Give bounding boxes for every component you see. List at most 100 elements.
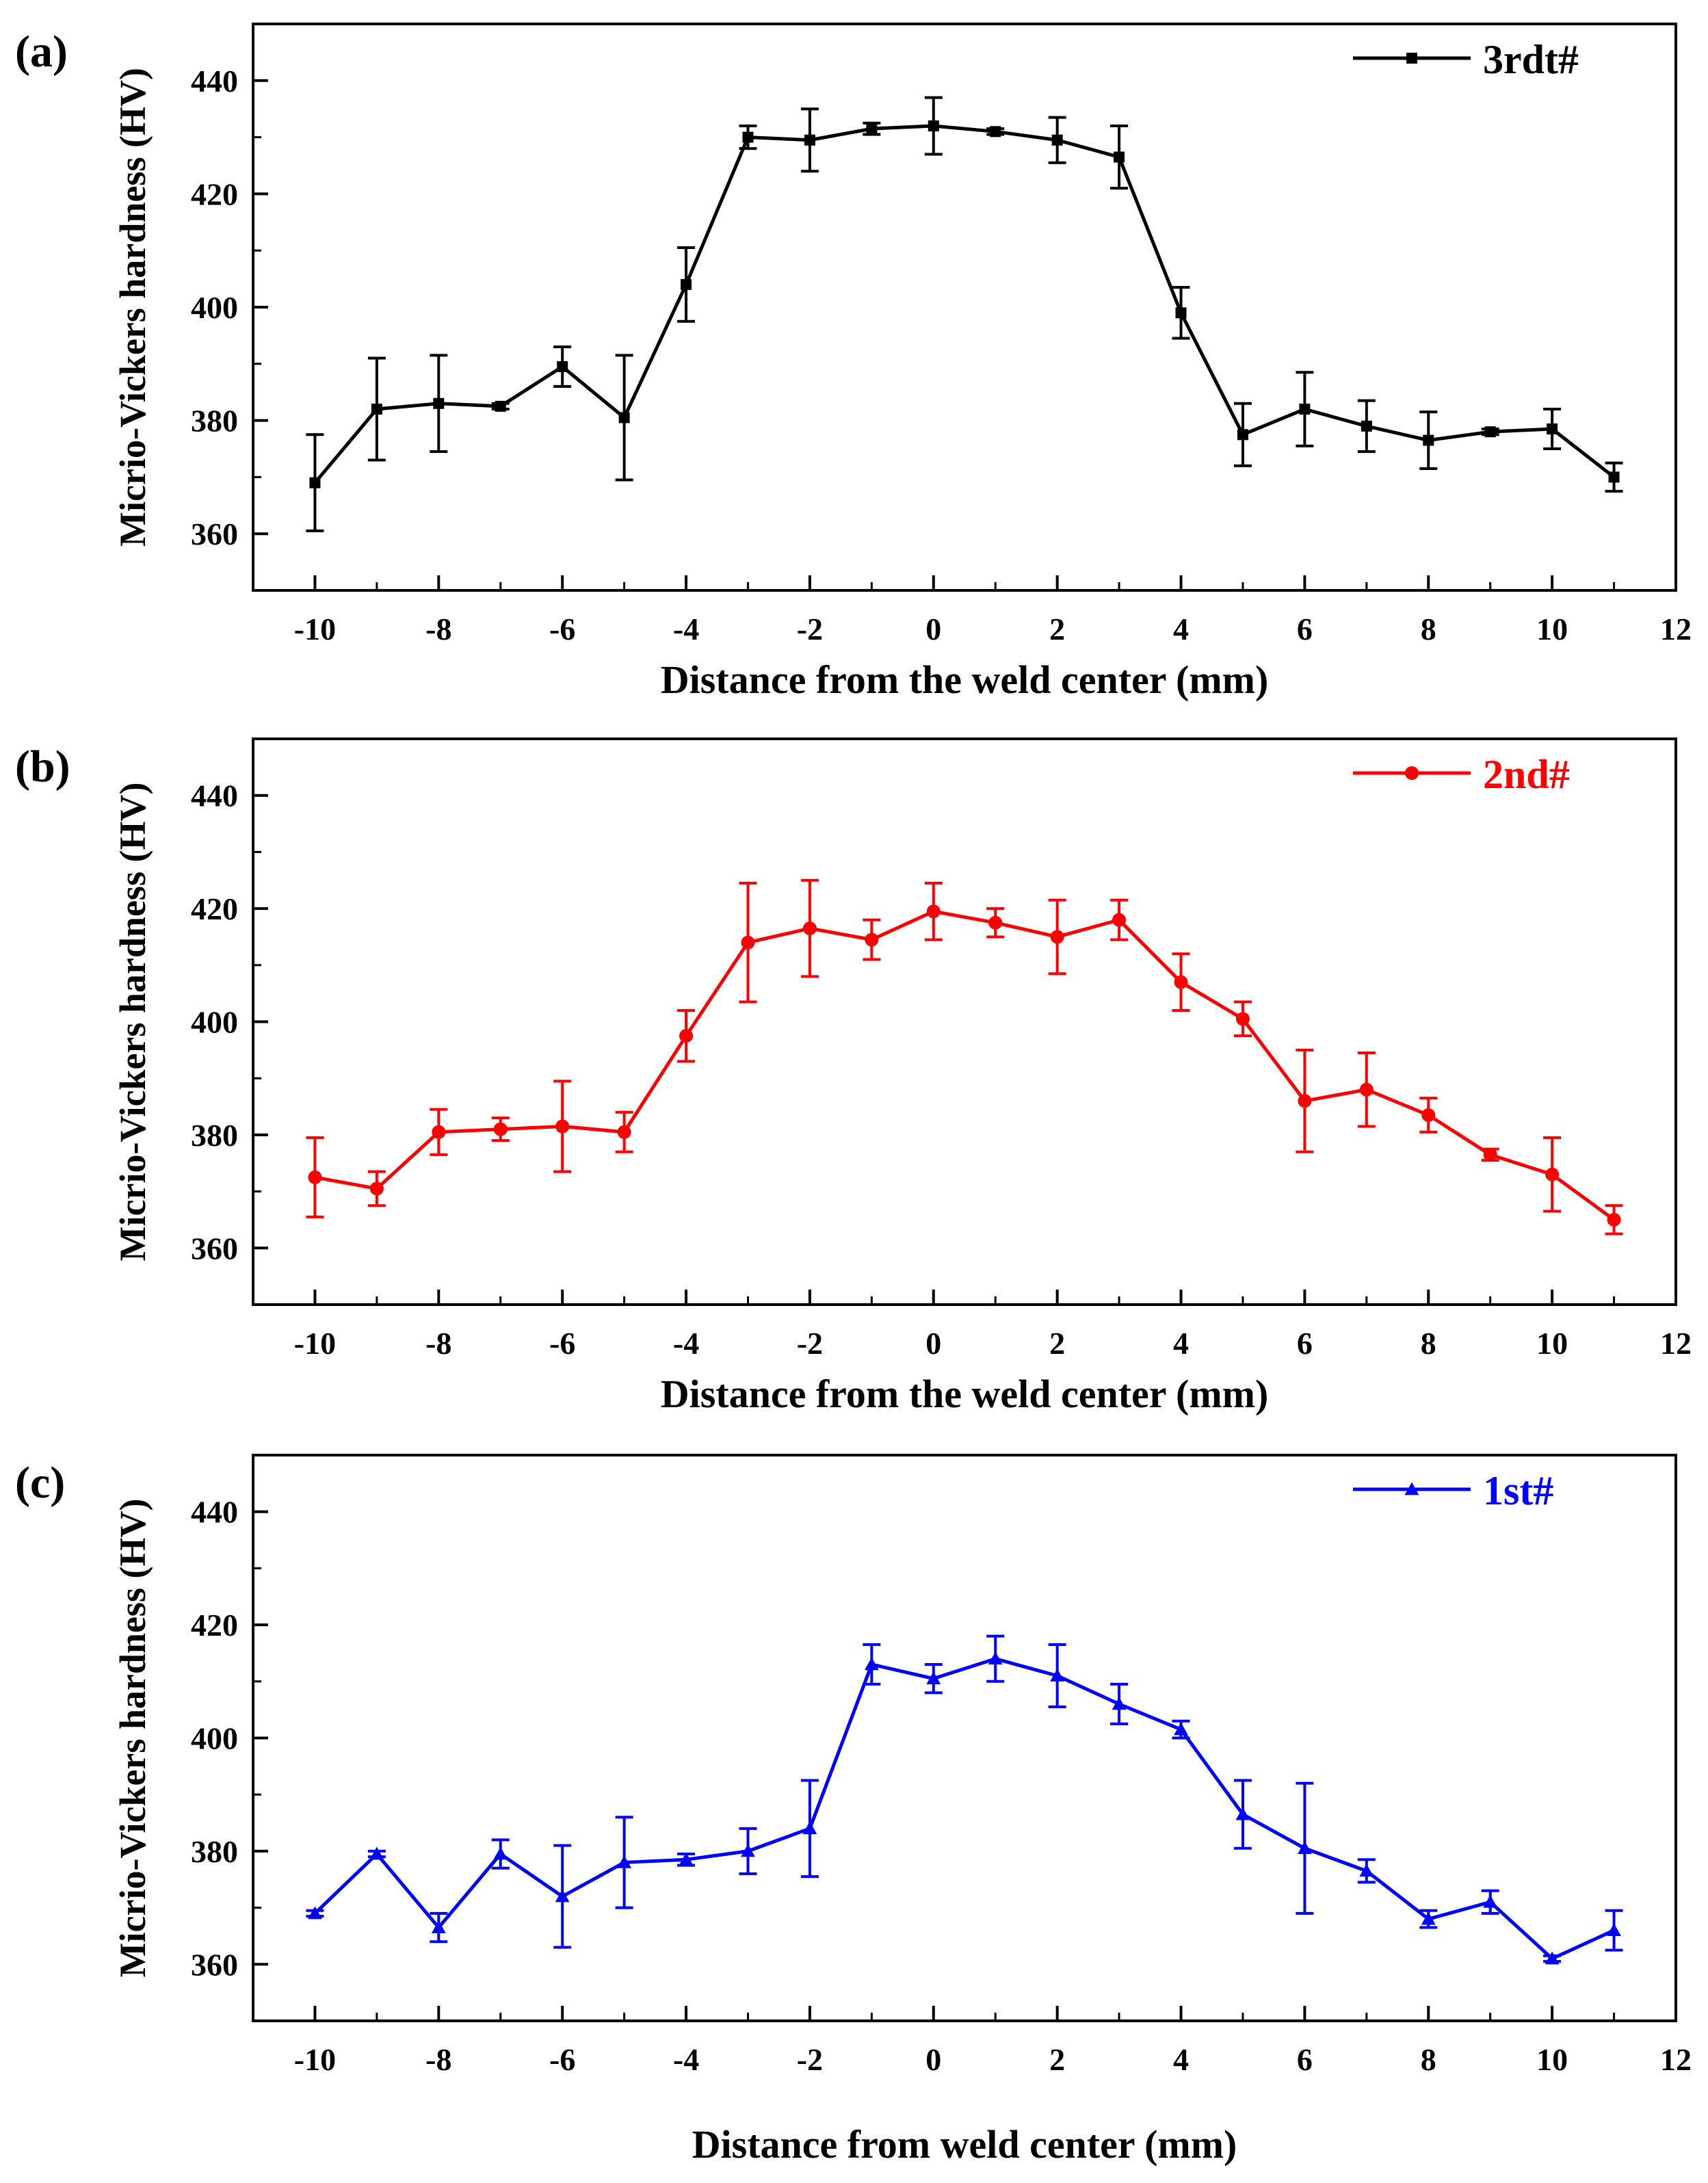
data-point [1421,1911,1436,1925]
legend-marker [1404,1482,1419,1495]
data-point [1483,1147,1497,1162]
data-point [555,1889,570,1903]
data-point [1545,1167,1560,1181]
data-point [495,400,506,412]
data-point [431,1920,446,1933]
y-axis-title: Micrio-Vickers hardness (HV) [112,783,153,1262]
x-axis-title: Distance from the weld center (mm) [661,657,1269,702]
x-tick-label: 0 [925,1326,941,1361]
y-tick-label: 380 [191,404,238,439]
data-point [864,1657,879,1671]
data-point [371,404,382,415]
x-tick-label: 2 [1049,612,1065,646]
x-axis-title: Distance from weld center (mm) [692,2122,1237,2167]
y-tick-label: 420 [191,1608,238,1643]
data-point [990,126,1001,138]
series-1st# [306,1634,1623,1965]
x-tick-label: -8 [425,2042,451,2077]
x-tick-label: -8 [425,1326,451,1361]
data-point [988,1651,1003,1665]
legend-marker [1406,53,1417,64]
x-tick-label: -8 [425,612,451,646]
data-point [1114,151,1125,163]
chart-panel-b: -10 -8 -6 -4 -2 0 2 4 6 8 10 12 360 380 400 420 440 Dista… [15,737,1692,1416]
x-tick-label: -6 [549,612,575,646]
data-point [1545,1951,1560,1965]
y-tick-label: 440 [191,1495,238,1530]
data-point [1235,1807,1250,1820]
data-point [1174,1722,1188,1736]
x-axis-title: Distance from the weld center (mm) [661,1372,1269,1416]
y-tick-label: 440 [191,779,238,813]
data-point [1359,1082,1374,1097]
data-point [1547,423,1558,435]
y-tick-label: 360 [191,1231,238,1266]
data-point [1423,434,1434,446]
y-tick-label: 360 [191,1947,238,1982]
x-tick-label: -4 [673,2042,699,2077]
x-tick-label: -10 [294,2042,336,2077]
x-tick-label: 12 [1660,2042,1692,2077]
data-point [1361,420,1372,432]
data-point [617,1125,631,1139]
x-tick-label: 0 [925,612,941,646]
series-line [313,1657,1615,1961]
data-point [1298,1094,1312,1108]
x-tick-label: 4 [1173,1326,1189,1361]
data-point [617,1855,632,1868]
data-point [308,1906,322,1920]
x-tick-label: -6 [549,2042,575,2077]
data-point [1607,1923,1621,1936]
data-point [369,1846,384,1860]
series-3rdt# [306,96,1623,533]
data-point [309,477,321,488]
data-point [1297,1841,1312,1855]
y-tick-label: 400 [191,1721,238,1756]
data-point [741,1844,755,1857]
legend-marker [1405,766,1419,780]
data-point [802,1821,817,1835]
x-tick-label: 10 [1536,1326,1568,1361]
chart-panel-a: -10 -8 -6 -4 -2 0 2 4 6 8 10 12 360 380 400 420 440 Dista… [15,23,1692,702]
data-point [679,1029,694,1043]
data-point [926,904,941,919]
data-point [618,412,630,423]
data-point [681,278,692,290]
y-tick-label: 400 [191,1005,238,1040]
x-tick-label: 12 [1660,1326,1692,1361]
data-point [741,935,755,950]
data-point [1483,1894,1498,1908]
x-tick-label: -6 [549,1326,575,1361]
y-tick-label: 400 [191,290,238,325]
y-tick-label: 380 [191,1118,238,1153]
data-point [557,361,568,372]
x-tick-label: 8 [1421,612,1436,646]
data-point [1235,1012,1250,1026]
x-tick-label: 10 [1536,2042,1568,2077]
x-tick-label: 8 [1421,1326,1436,1361]
data-point [1237,429,1248,441]
x-tick-label: -4 [673,612,699,646]
data-point [1051,134,1063,146]
y-axis-title: Micrio-Vickers hardness (HV) [112,68,153,547]
data-point [1299,404,1311,415]
data-point [369,1181,384,1196]
data-point [493,1122,508,1136]
series-line [314,909,1616,1221]
series-line [313,124,1616,484]
x-tick-label: -10 [294,1326,336,1361]
data-point [742,131,754,143]
x-tick-label: 2 [1049,1326,1065,1361]
data-point [1174,975,1188,989]
data-point [1608,471,1620,483]
y-tick-label: 440 [191,64,238,99]
x-tick-label: -10 [294,612,336,646]
x-tick-label: 6 [1297,2042,1313,2077]
data-point [1050,1669,1065,1682]
panel-label: (c) [15,1458,65,1508]
x-tick-label: -2 [797,612,823,646]
legend-label: 3rdt# [1483,37,1579,82]
x-tick-label: 6 [1297,612,1313,646]
data-point [804,134,815,146]
